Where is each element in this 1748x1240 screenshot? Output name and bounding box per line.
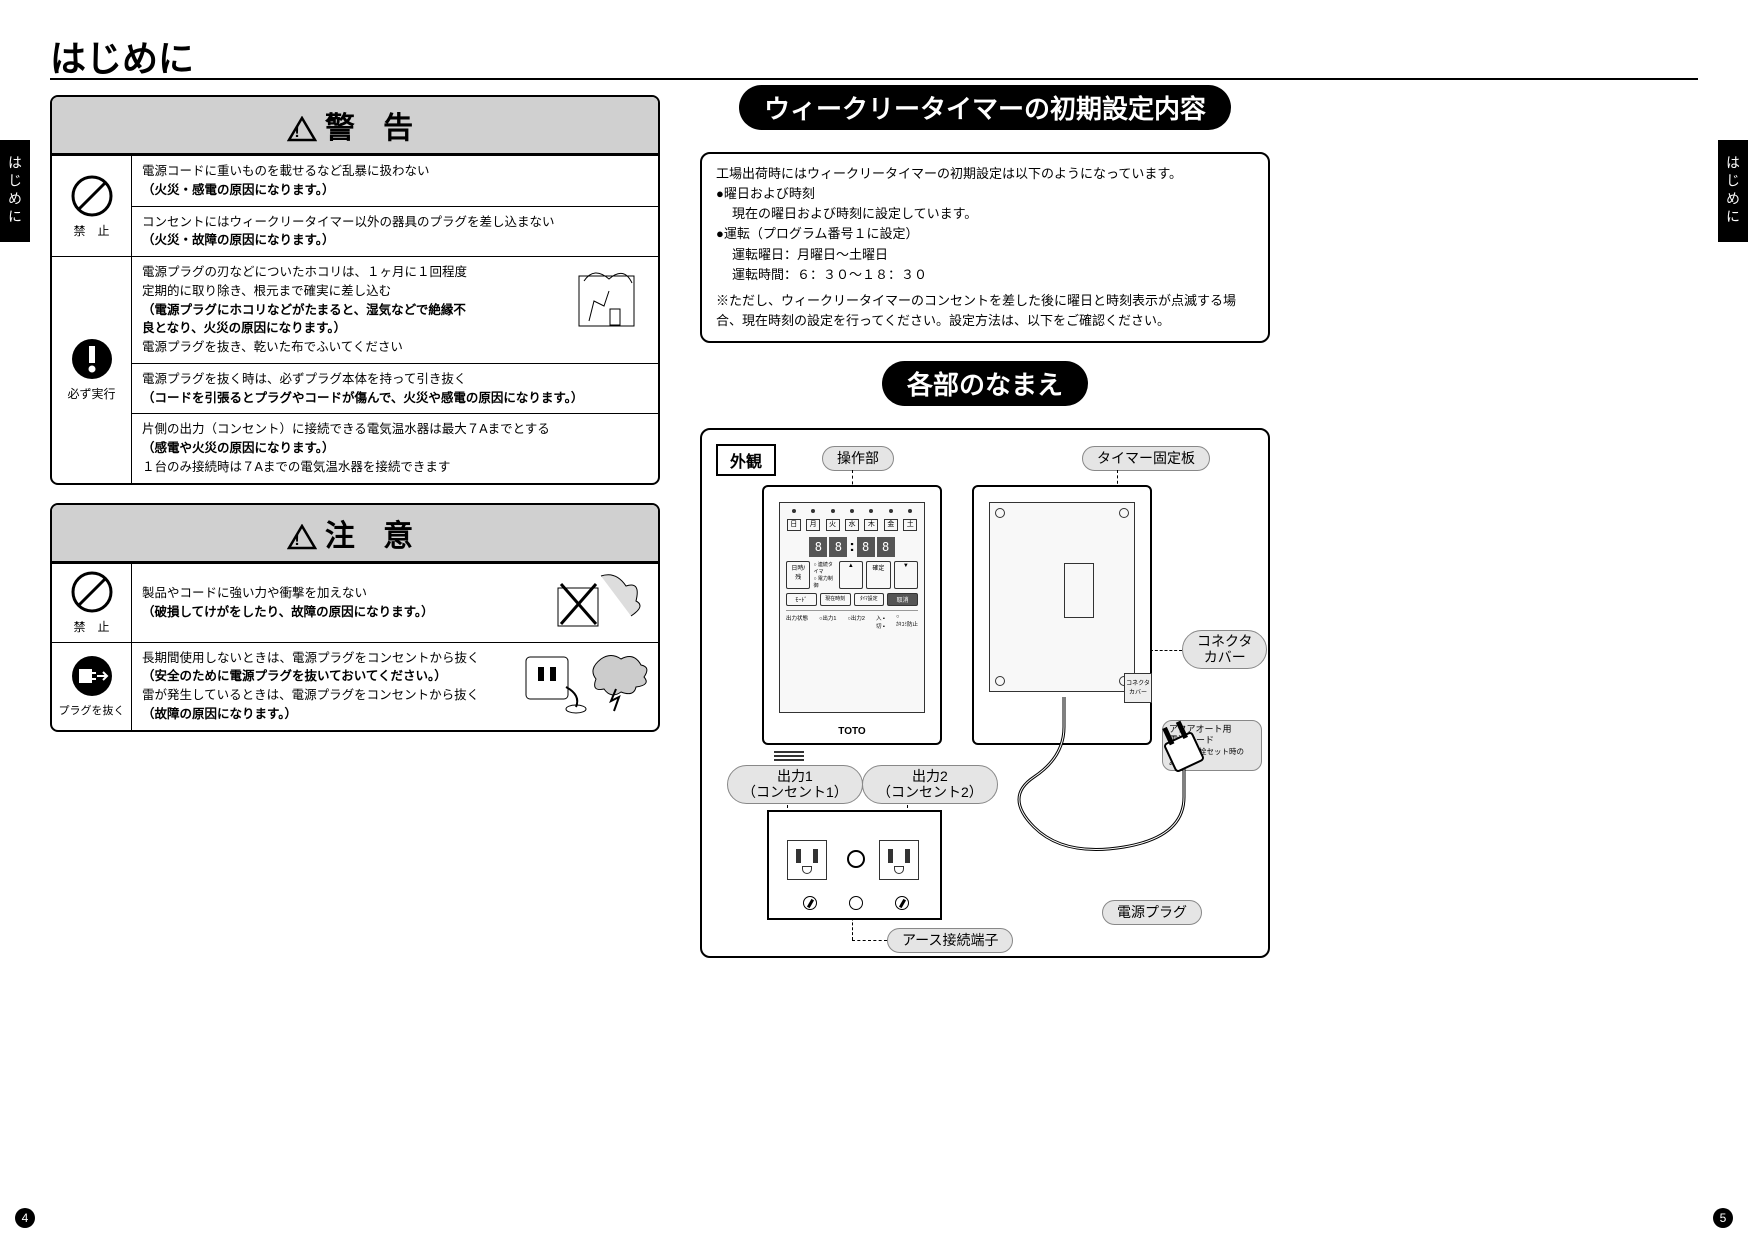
callout-output1: 出力1（コンセント1） — [727, 765, 863, 804]
callout-output2: 出力2（コンセント2） — [862, 765, 998, 804]
parts-diagram: 外観 操作部 タイマー固定板 コネクタカバー アクアオート用 電源コード （自動… — [700, 428, 1270, 958]
must-do-icon — [70, 337, 114, 381]
wipe-plug-illustration-icon — [554, 261, 654, 341]
unplug-label: プラグを抜く — [59, 702, 125, 718]
caution-header: !注 意 — [52, 505, 658, 563]
power-cord-icon — [1014, 697, 1234, 927]
warning-box: !警 告 禁 止 電源コードに重いものを載せるなど乱暴に扱わない （火災・感電の… — [50, 95, 660, 485]
warn-item: 製品やコードに強い力や衝撃を加えない （破損してけがをしたり、故障の原因になりま… — [132, 564, 658, 642]
page-number-right: 5 — [1713, 1208, 1733, 1228]
warning-triangle-icon: ! — [287, 524, 317, 550]
title-underline — [50, 78, 1698, 80]
caution-unplug-text: 長期間使用しないときは、電源プラグをコンセントから抜く （安全のために電源プラグ… — [132, 643, 658, 730]
leader-line — [1150, 650, 1182, 651]
callout-connector-cover: コネクタカバー — [1182, 630, 1267, 669]
right-column: ウィークリータイマーの初期設定内容 工場出荷時にはウィークリータイマーの初期設定… — [700, 85, 1270, 958]
must-icon-cell: 必ず実行 — [52, 257, 132, 483]
caution-prohibit-text: 製品やコードに強い力や衝撃を加えない （破損してけがをしたり、故障の原因になりま… — [132, 564, 658, 642]
timer-defaults-header: ウィークリータイマーの初期設定内容 — [739, 85, 1231, 130]
warning-prohibit-row: 禁 止 電源コードに重いものを載せるなど乱暴に扱わない （火災・感電の原因になり… — [52, 155, 658, 256]
outlet-illustration — [767, 810, 942, 920]
unplug-thunder-illustration-icon — [516, 647, 656, 717]
must-label: 必ず実行 — [67, 385, 115, 402]
parts-header: 各部のなまえ — [882, 361, 1088, 406]
warning-triangle-icon: ! — [287, 116, 317, 142]
warn-item: 電源コードに重いものを載せるなど乱暴に扱わない （火災・感電の原因になります。） — [132, 156, 658, 206]
page-title: はじめに — [50, 30, 194, 82]
caution-box: !注 意 禁 止 製品やコードに強い力や衝撃を加えない （破損してけがをしたり、… — [50, 503, 660, 732]
callout-plate: タイマー固定板 — [1082, 446, 1210, 471]
caution-prohibit-row: 禁 止 製品やコードに強い力や衝撃を加えない （破損してけがをしたり、故障の原因… — [52, 563, 658, 642]
appearance-label: 外観 — [716, 444, 776, 476]
warn-item: 長期間使用しないときは、電源プラグをコンセントから抜く （安全のために電源プラグ… — [132, 643, 658, 730]
left-column: !警 告 禁 止 電源コードに重いものを載せるなど乱暴に扱わない （火災・感電の… — [50, 95, 660, 750]
warn-item: 電源プラグを抜く時は、必ずプラグ本体を持って引き抜く （コードを引張るとプラグや… — [132, 363, 658, 414]
warn-item: コンセントにはウィークリータイマー以外の器具のプラグを差し込まない （火災・故障… — [132, 206, 658, 257]
prohibit-icon — [70, 570, 114, 614]
caution-unplug-row: プラグを抜く 長期間使用しないときは、電源プラグをコンセントから抜く （安全のた… — [52, 642, 658, 730]
warning-prohibit-text: 電源コードに重いものを載せるなど乱暴に扱わない （火災・感電の原因になります。）… — [132, 156, 658, 256]
prohibit-icon-cell: 禁 止 — [52, 156, 132, 256]
impact-illustration-icon — [546, 566, 656, 640]
page-number-left: 4 — [15, 1208, 35, 1228]
device-back-illustration: コネクタカバー — [972, 485, 1152, 745]
unplug-icon — [70, 654, 114, 698]
svg-text:!: ! — [294, 532, 309, 549]
warning-header: !警 告 — [52, 97, 658, 155]
side-tab-right: はじめに — [1718, 140, 1748, 242]
warning-must-text: 電源プラグの刃などについたホコリは、１ヶ月に１回程度定期的に取り除き、根元まで確… — [132, 257, 658, 483]
prohibit-label: 禁 止 — [73, 618, 109, 635]
side-tab-left: はじめに — [0, 140, 30, 242]
timer-defaults-box: 工場出荷時にはウィークリータイマーの初期設定は以下のようになっています。 ●曜日… — [700, 152, 1270, 343]
leader-line — [852, 940, 887, 941]
unplug-icon-cell: プラグを抜く — [52, 643, 132, 730]
callout-ground: アース接続端子 — [887, 928, 1013, 953]
device-front-illustration: 日月火水木金土 88 : 88 日時/残 ○ 連続タイマ○ 電力制御 ▲確定▼ … — [762, 485, 942, 745]
callout-control: 操作部 — [822, 446, 894, 471]
svg-text:!: ! — [294, 124, 309, 141]
warning-must-row: 必ず実行 電源プラグの刃などについたホコリは、１ヶ月に１回程度定期的に取り除き、… — [52, 256, 658, 483]
prohibit-icon — [70, 174, 114, 218]
warn-item: 片側の出力（コンセント）に接続できる電気温水器は最大７Aまでとする （感電や火災… — [132, 413, 658, 482]
prohibit-icon-cell: 禁 止 — [52, 564, 132, 642]
warn-item: 電源プラグの刃などについたホコリは、１ヶ月に１回程度定期的に取り除き、根元まで確… — [132, 257, 658, 363]
prohibit-label: 禁 止 — [73, 222, 109, 239]
toto-logo: TOTO — [764, 726, 940, 737]
